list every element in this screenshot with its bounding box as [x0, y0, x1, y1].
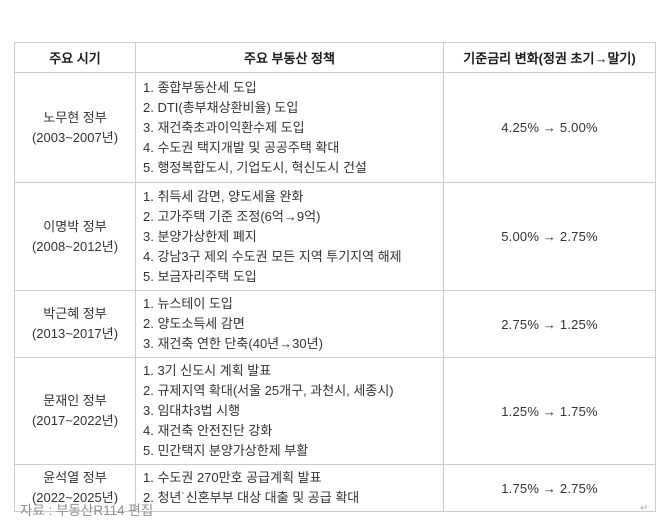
- policy-item: 1. 취득세 감면, 양도세율 완화: [143, 188, 304, 204]
- period-cell: 문재인 정부 (2017~2022년): [14, 357, 136, 465]
- government-years: (2017~2022년): [31, 413, 119, 428]
- col-header-period: 주요 시기: [14, 42, 136, 73]
- policy-item: 4. 수도권 택지개발 및 공공주택 확대: [143, 139, 340, 155]
- policy-item: 3. 재건축초과이익환수제 도입: [143, 119, 305, 135]
- policy-item: 1. 종합부동산세 도입: [143, 79, 257, 95]
- policy-item: 2. 규제지역 확대(서울 25개구, 과천시, 세종시): [143, 383, 394, 398]
- government-years: (2008~2012년): [31, 238, 119, 254]
- policy-item: 5. 민간택지 분양가상한제 부활: [143, 443, 309, 458]
- period-cell: 박근혜 정부 (2013~2017년): [14, 290, 136, 358]
- return-mark-icon: ↵: [640, 503, 649, 514]
- period-cell: 이명박 정부 (2008~2012년): [14, 182, 136, 291]
- table-row-park: 박근혜 정부 (2013~2017년) 1. 뉴스테이 도입 2. 양도소득세 …: [14, 290, 656, 358]
- rate-change-cell: 4.25% → 5.00%: [443, 72, 656, 183]
- policy-item: 1. 수도권 270만호 공급계획 발표: [143, 470, 322, 485]
- policy-item: 2. 양도소득세 감면: [143, 316, 245, 331]
- col-header-rate: 기준금리 변화(정권 초기→말기): [443, 42, 656, 73]
- source-note: 자료 : 부동산R114 편집: [20, 503, 154, 518]
- period-cell: 노무현 정부 (2003~2007년): [14, 72, 136, 183]
- policy-item: 3. 임대차3법 시행: [143, 403, 241, 418]
- policy-item: 3. 재건축 연한 단축(40년→30년): [143, 336, 323, 351]
- policy-item: 2. DTI(총부채상환비율) 도입: [143, 99, 299, 115]
- table-header-row: 주요 시기 주요 부동산 정책 기준금리 변화(정권 초기→말기): [14, 42, 656, 73]
- policy-item: 5. 보금자리주택 도입: [143, 268, 257, 284]
- rate-change-cell: 1.25% → 1.75%: [443, 357, 656, 465]
- table-row-lee: 이명박 정부 (2008~2012년) 1. 취득세 감면, 양도세율 완화 2…: [14, 182, 656, 291]
- policies-cell: 1. 뉴스테이 도입 2. 양도소득세 감면 3. 재건축 연한 단축(40년→…: [135, 290, 444, 358]
- policy-item: 2. 고가주택 기준 조정(6억→9억): [143, 208, 321, 224]
- government-name: 노무현 정부: [43, 109, 107, 125]
- policy-item: 1. 뉴스테이 도입: [143, 296, 233, 311]
- policies-cell: 1. 취득세 감면, 양도세율 완화 2. 고가주택 기준 조정(6억→9억) …: [135, 182, 444, 291]
- government-years: (2022~2025년): [31, 490, 119, 505]
- government-years: (2013~2017년): [31, 326, 119, 341]
- policy-item: 4. 강남3구 제외 수도권 모든 지역 투기지역 해제: [143, 248, 402, 264]
- government-years: (2003~2007년): [31, 129, 119, 145]
- policy-item: 5. 행정복합도시, 기업도시, 혁신도시 건설: [143, 159, 367, 175]
- policy-item: 3. 분양가상한제 폐지: [143, 228, 257, 244]
- rate-change-cell: 1.75% → 2.75%: [443, 464, 656, 512]
- policy-item: 1. 3기 신도시 계획 발표: [143, 363, 272, 378]
- table-row-roh: 노무현 정부 (2003~2007년) 1. 종합부동산세 도입 2. DTI(…: [14, 72, 656, 183]
- policy-item: 2. 청년˙신혼부부 대상 대출 및 공급 확대: [143, 490, 360, 505]
- rate-change-cell: 5.00% → 2.75%: [443, 182, 656, 291]
- government-name: 박근혜 정부: [43, 306, 107, 321]
- government-name: 윤석열 정부: [43, 470, 107, 485]
- government-name: 문재인 정부: [43, 393, 107, 408]
- rate-change-cell: 2.75% → 1.25%: [443, 290, 656, 358]
- table-row-moon: 문재인 정부 (2017~2022년) 1. 3기 신도시 계획 발표 2. 규…: [14, 357, 656, 465]
- col-header-policy: 주요 부동산 정책: [135, 42, 444, 73]
- policies-cell: 1. 3기 신도시 계획 발표 2. 규제지역 확대(서울 25개구, 과천시,…: [135, 357, 444, 465]
- policies-cell: 1. 종합부동산세 도입 2. DTI(총부채상환비율) 도입 3. 재건축초과…: [135, 72, 444, 183]
- government-name: 이명박 정부: [43, 218, 107, 234]
- policy-table: 주요 시기 주요 부동산 정책 기준금리 변화(정권 초기→말기) 노무현 정부…: [14, 42, 656, 512]
- policies-cell: 1. 수도권 270만호 공급계획 발표 2. 청년˙신혼부부 대상 대출 및 …: [135, 464, 444, 512]
- table-row-yoon: 윤석열 정부 (2022~2025년) 1. 수도권 270만호 공급계획 발표…: [14, 464, 656, 512]
- period-cell: 윤석열 정부 (2022~2025년): [14, 464, 136, 512]
- policy-item: 4. 재건축 안전진단 강화: [143, 423, 273, 438]
